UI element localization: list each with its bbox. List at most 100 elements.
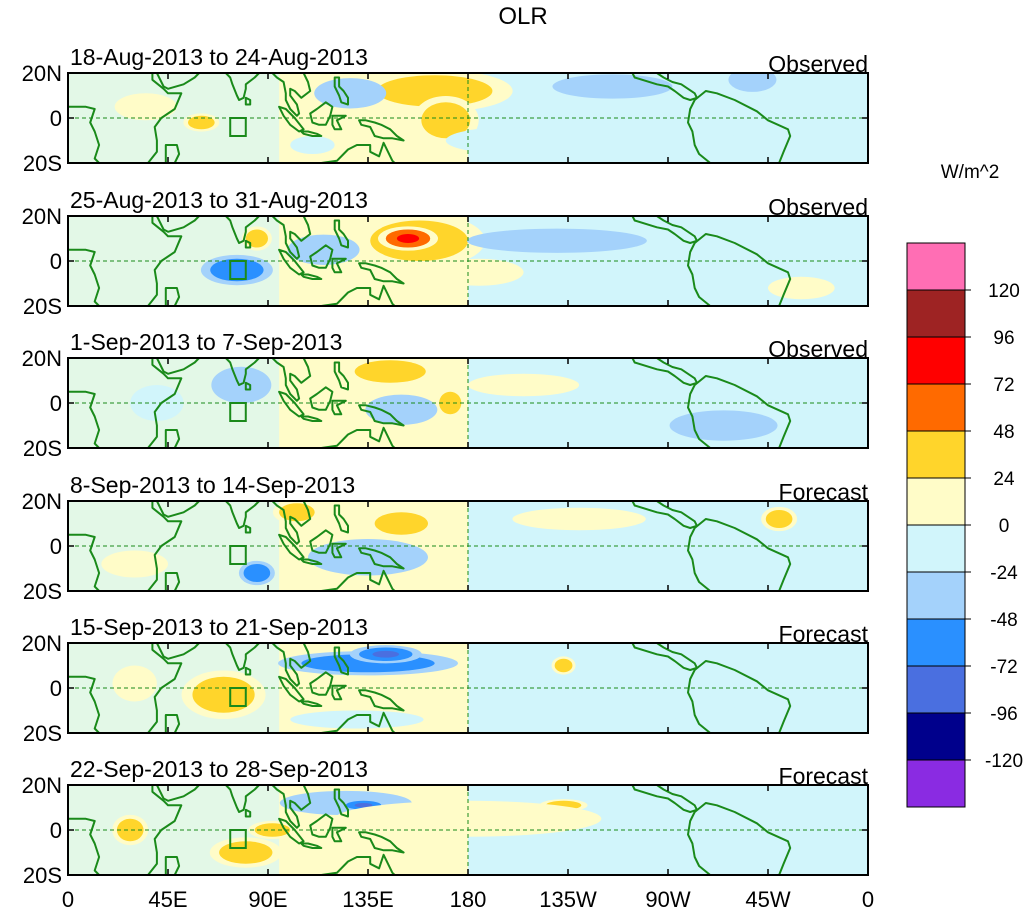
coastline-philippines <box>333 76 349 106</box>
anomaly-6 <box>683 414 764 437</box>
y-tick-label: 20S <box>23 294 62 319</box>
anomaly-7 <box>188 115 215 130</box>
coastline-java <box>300 130 323 137</box>
panel-period: 18-Aug-2013 to 24-Aug-2013 <box>70 44 368 70</box>
x-tick-label: 135E <box>342 887 393 912</box>
anomaly-8 <box>623 830 802 866</box>
coastline-sumatra <box>278 817 305 845</box>
anomaly-core <box>250 568 264 578</box>
colorbar-swatch-12 <box>906 759 966 808</box>
coastline-sulawesi <box>331 257 347 274</box>
anomaly-6 <box>490 231 624 250</box>
coastline-india <box>220 216 261 244</box>
coastline-africa <box>68 643 183 733</box>
colorbar-level: -72 <box>990 657 1017 678</box>
colorbar-swatch-8 <box>906 571 966 620</box>
y-tick-label: 20N <box>22 489 62 514</box>
anomaly-1 <box>354 360 426 383</box>
x-tick-label: 0 <box>62 887 74 912</box>
coastline-south-america <box>687 518 792 591</box>
anomaly-3 <box>765 510 793 528</box>
coastline-south-america <box>687 660 792 733</box>
y-tick-label: 20N <box>22 346 62 371</box>
index-region-box <box>229 117 247 137</box>
panel-period: 25-Aug-2013 to 31-Aug-2013 <box>70 187 368 213</box>
coastline-sulawesi <box>331 684 347 701</box>
coastline-australia <box>320 141 396 163</box>
coastline-indochina <box>271 643 312 687</box>
anomaly-3 <box>323 82 377 105</box>
coastline-south-america <box>687 802 792 875</box>
coastline-australia <box>320 284 396 306</box>
coastline-sri-lanka <box>244 808 252 818</box>
anomaly-8 <box>701 216 768 239</box>
anomaly-7 <box>512 507 646 531</box>
coastline-philippines <box>333 219 349 249</box>
anomaly-3 <box>219 841 273 864</box>
colorbar-swatch-5 <box>906 430 966 479</box>
anomaly-8 <box>290 136 335 154</box>
x-tick-label: 45W <box>745 887 790 912</box>
coastline-sri-lanka <box>244 381 252 391</box>
x-tick-label: 45E <box>148 887 187 912</box>
coastline-new-guinea <box>358 262 405 285</box>
colorbar-swatch-11 <box>906 712 966 761</box>
y-tick-label: 20S <box>23 579 62 604</box>
coastline-sulawesi <box>331 542 347 559</box>
coastline-arabia <box>155 643 201 660</box>
anomaly-9 <box>768 276 835 300</box>
anomaly-9 <box>445 127 580 154</box>
coastline-africa <box>68 216 183 306</box>
anomaly-6 <box>556 692 735 720</box>
panel-plot-area <box>68 216 868 306</box>
panel-plot-area <box>68 501 868 591</box>
colorbar-level: -48 <box>990 610 1017 631</box>
anomaly-5 <box>734 73 771 89</box>
panel-kind: Observed <box>768 336 868 362</box>
y-tick-label: 0 <box>50 249 62 274</box>
coastline-new-guinea <box>358 119 405 142</box>
coastline-australia <box>320 569 396 591</box>
colorbar-unit: W/m^2 <box>941 162 1000 183</box>
colorbar-swatch-2 <box>906 289 966 338</box>
anomaly-2 <box>421 102 471 139</box>
x-tick-label: 135W <box>539 887 597 912</box>
coastline-philippines <box>333 504 349 534</box>
colorbar-level: -96 <box>990 704 1017 725</box>
colorbar-level: -24 <box>990 563 1018 584</box>
y-tick-label: 0 <box>50 106 62 131</box>
anomaly-7 <box>130 385 184 421</box>
index-region-box <box>229 829 247 849</box>
anomaly-4 <box>568 77 657 96</box>
panel-plot-area <box>68 358 868 448</box>
coastline-australia <box>320 853 396 875</box>
coastline-new-guinea <box>358 689 405 712</box>
y-tick-label: 20N <box>22 61 62 86</box>
anomaly-7 <box>334 800 602 837</box>
coastline-sumatra <box>278 533 305 561</box>
colorbar-swatch-10 <box>906 665 966 714</box>
coastline-philippines <box>333 788 349 818</box>
coastline-philippines <box>333 361 349 391</box>
coastline-australia <box>320 711 396 733</box>
coastline-borneo <box>309 529 334 554</box>
anomaly-6 <box>114 93 177 121</box>
coastline-india <box>220 643 261 671</box>
coastline-sulawesi <box>331 826 347 843</box>
anomaly-3 <box>192 676 255 713</box>
anomaly-5 <box>323 543 413 571</box>
x-tick-label: 0 <box>862 887 874 912</box>
panel-3: 20N 0 20S 1-Sep-2013 to 7-Sep-2013 Observed <box>22 329 869 461</box>
coastline-sri-lanka <box>244 96 252 106</box>
coastline-australia <box>320 426 396 448</box>
anomaly-5 <box>468 373 580 397</box>
y-tick-label: 20S <box>23 863 62 888</box>
coastline-sri-lanka <box>244 239 252 249</box>
coastline-madagascar <box>164 856 181 875</box>
y-tick-label: 0 <box>50 676 62 701</box>
coastline-sumatra <box>278 105 305 133</box>
panel-period: 1-Sep-2013 to 7-Sep-2013 <box>70 329 342 355</box>
coastline-south-america <box>687 233 792 306</box>
coastline-africa <box>68 785 183 875</box>
